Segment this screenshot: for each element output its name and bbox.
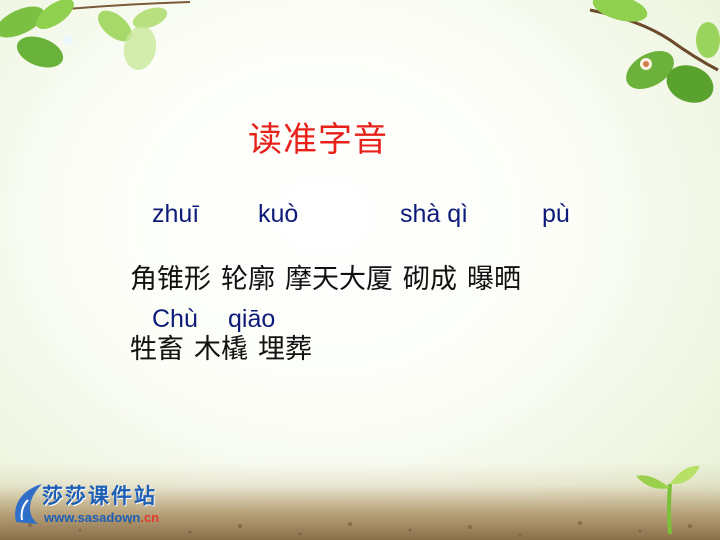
leaves-decoration-icon xyxy=(589,0,720,103)
leaves-decoration-icon xyxy=(0,0,191,70)
logo-url-prefix: www. xyxy=(44,510,78,525)
word-item: 牲畜 xyxy=(130,334,184,365)
pinyin-zhui: zhuī xyxy=(152,200,200,228)
logo-url-domain: sasadown xyxy=(77,510,141,525)
word-item: 摩天大厦 xyxy=(285,264,393,295)
pinyin-qiao: qiāo xyxy=(228,305,276,333)
logo-url: www.sasadown.cn xyxy=(44,510,159,525)
word-item: 轮廓 xyxy=(221,264,275,295)
pinyin-shaqi: shà qì xyxy=(400,200,469,228)
logo-mark-icon xyxy=(15,484,42,524)
pinyin-chu: Chù xyxy=(152,305,198,333)
logo-name: 莎莎课件站 xyxy=(42,484,157,508)
soil-texture-icon xyxy=(28,520,692,537)
word-item: 木橇 xyxy=(194,334,248,365)
pinyin-pu: pù xyxy=(542,200,570,228)
vocabulary-line-1: 角锥形 轮廓 摩天大厦 砌成 曝晒 xyxy=(130,257,531,296)
word-item: 砌成 xyxy=(403,264,457,295)
slide-title: 读准字音 xyxy=(248,120,388,160)
site-logo[interactable]: 莎莎课件站 www.sasadown.cn xyxy=(6,480,196,536)
word-item: 角锥形 xyxy=(130,264,211,295)
sprout-icon xyxy=(636,465,700,534)
ground-decoration xyxy=(0,462,720,540)
vocabulary-line-2: 牲畜 木橇 埋葬 xyxy=(130,327,322,366)
word-item: 曝晒 xyxy=(467,264,521,295)
pinyin-kuo: kuò xyxy=(258,200,299,228)
word-item: 埋葬 xyxy=(258,334,312,365)
logo-url-tld: .cn xyxy=(140,510,160,525)
